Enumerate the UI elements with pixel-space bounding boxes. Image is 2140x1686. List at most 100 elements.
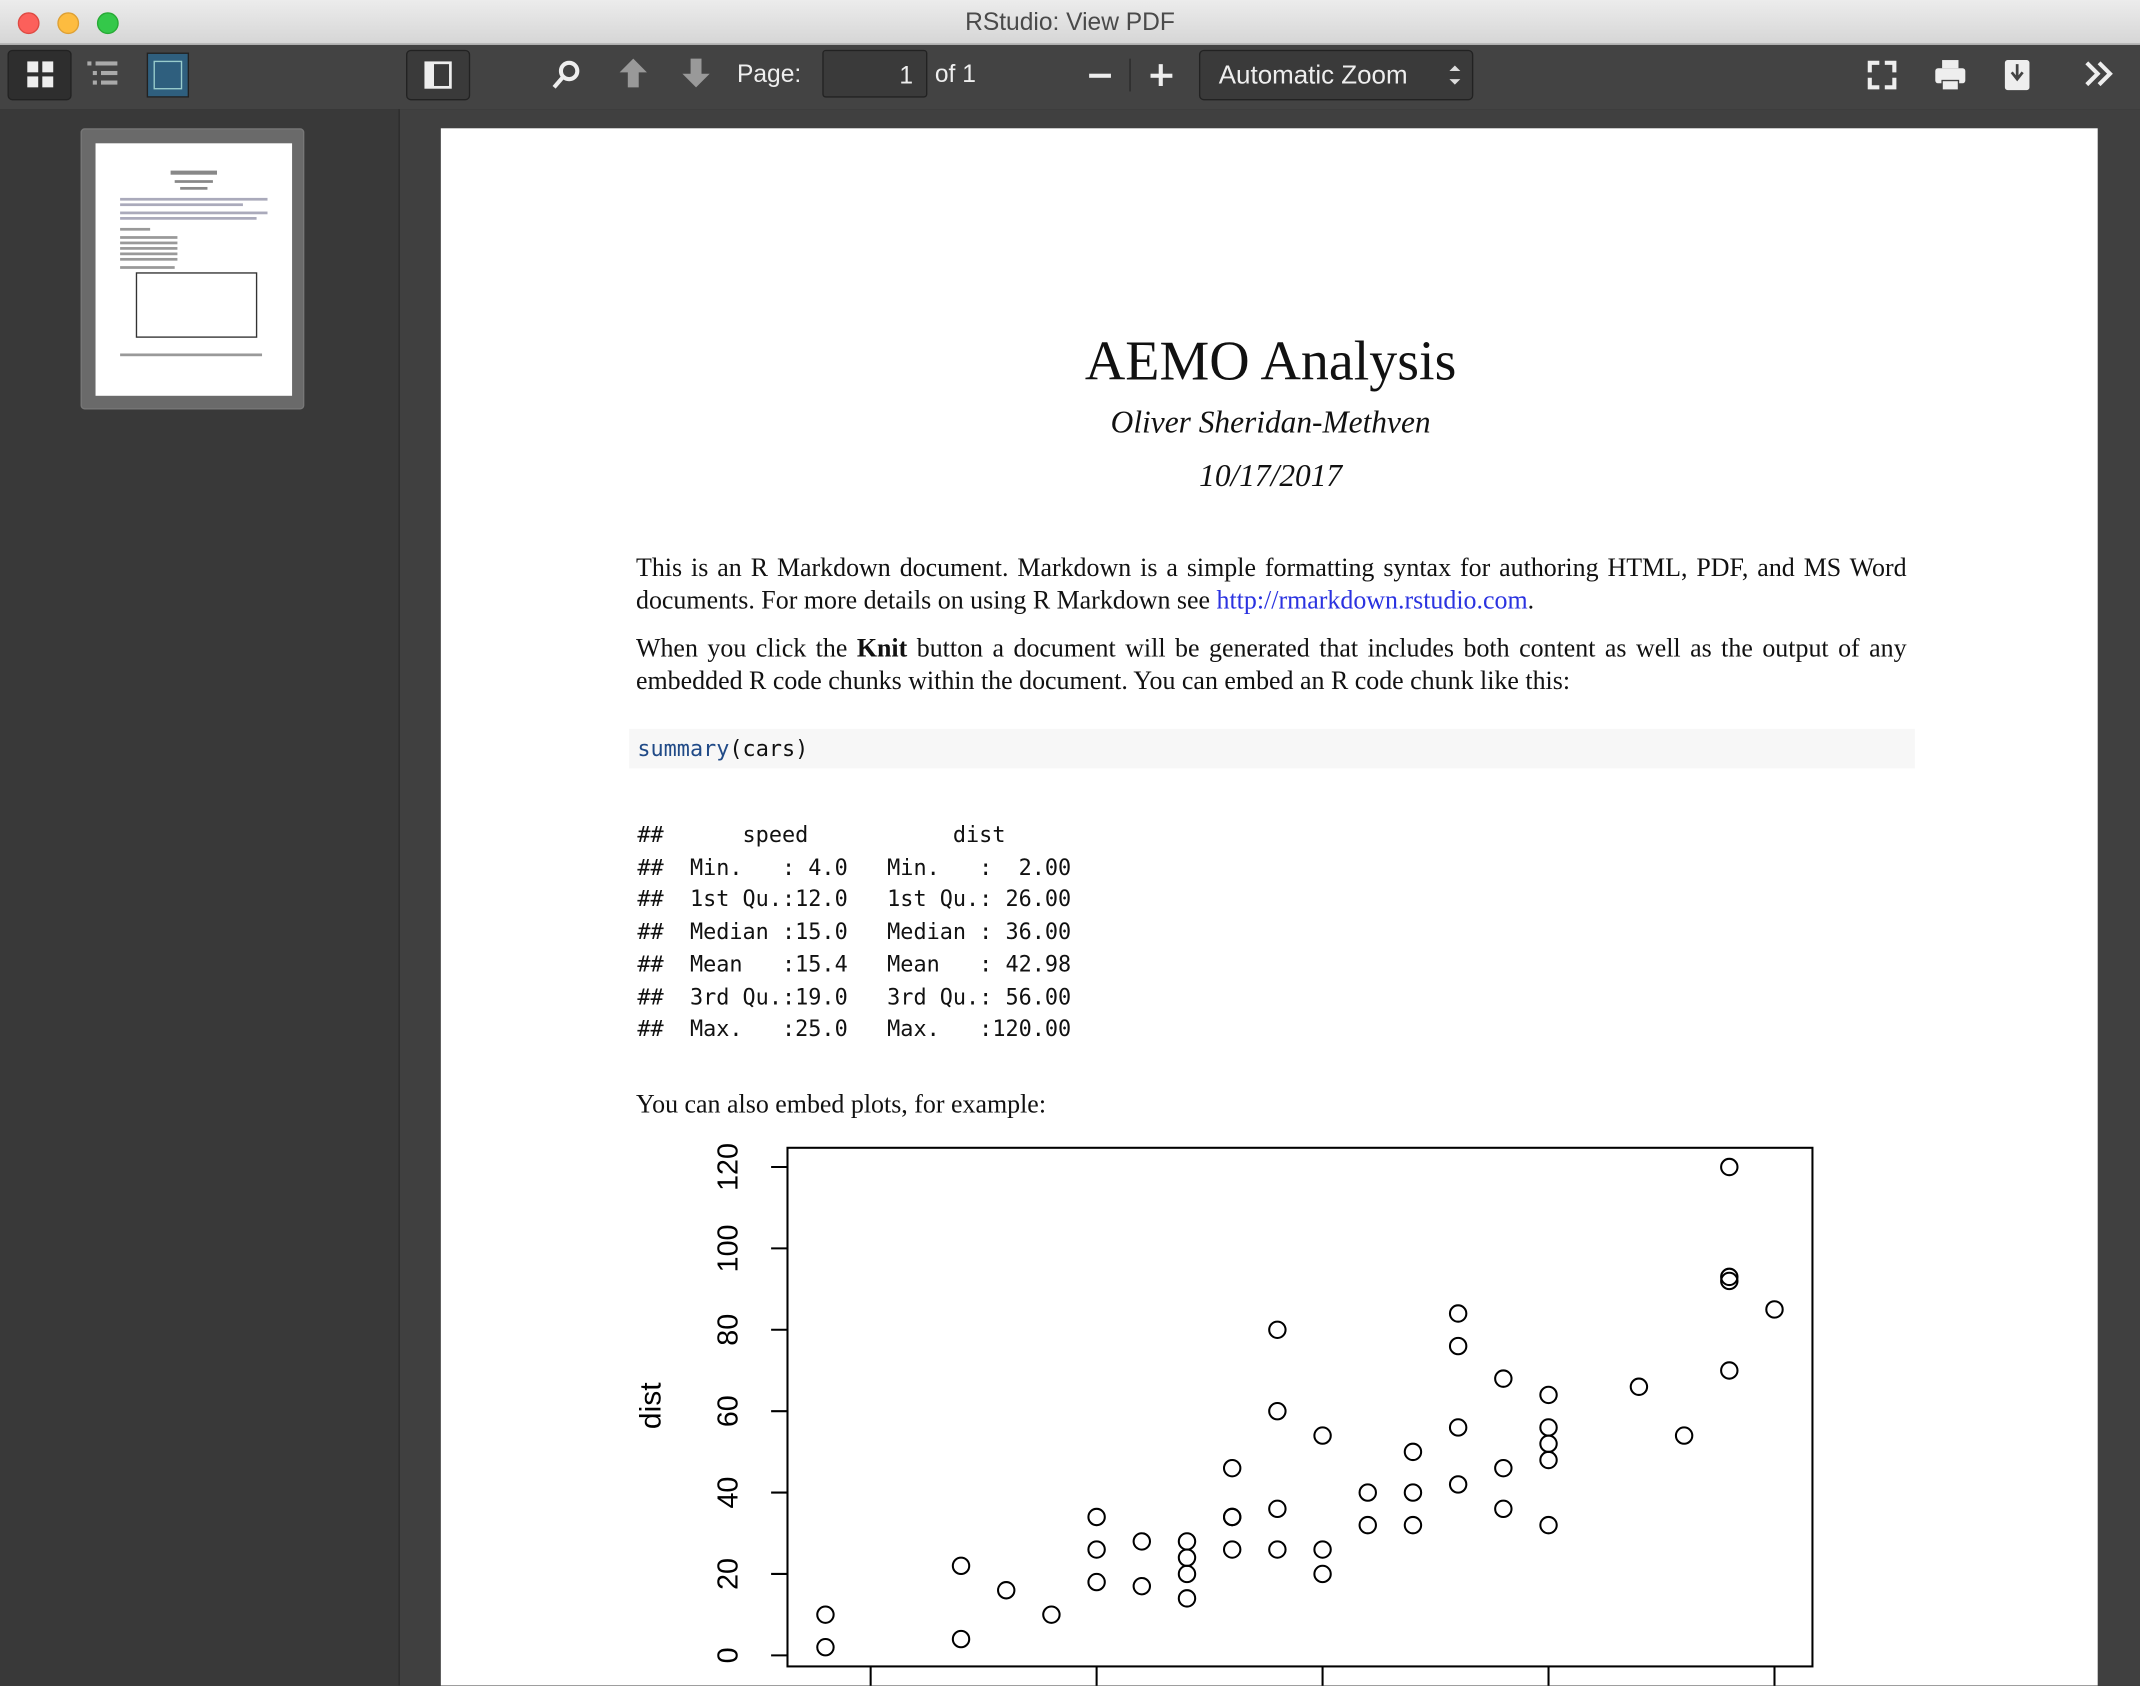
point (1222, 1507, 1242, 1527)
text: . (1527, 586, 1535, 616)
plot-box (786, 1146, 1814, 1668)
close-button[interactable] (17, 12, 40, 35)
find-button[interactable] (552, 60, 580, 89)
point (816, 1605, 835, 1624)
y-tick-label: 20 (713, 1558, 745, 1590)
point (1403, 1442, 1423, 1462)
output-line: ## Min. : 4.0 Min. : 2.00 (637, 853, 1072, 880)
bold-text: Knit (856, 634, 908, 664)
doc-date: 10/17/2017 (1199, 458, 1343, 493)
y-axis-label: dist (634, 1382, 667, 1429)
y-tick-label: 40 (713, 1477, 745, 1509)
point (1494, 1458, 1513, 1478)
output-line: ## 1st Qu.:12.0 1st Qu.: 26.00 (637, 886, 1072, 913)
next-page[interactable] (682, 58, 710, 88)
point (1539, 1450, 1558, 1470)
point (1448, 1336, 1468, 1356)
text: button a document will be generated that… (635, 634, 1907, 697)
point (997, 1581, 1016, 1600)
output-line: ## 3rd Qu.:19.0 3rd Qu.: 56.00 (637, 983, 1072, 1010)
paragraph: When you click the Knit button a documen… (636, 633, 1907, 699)
thumbnail-preview (120, 170, 268, 357)
point (951, 1629, 971, 1649)
point (1132, 1532, 1152, 1551)
point (951, 1556, 971, 1576)
page-label: Page: (736, 60, 802, 88)
point (1358, 1483, 1377, 1502)
output-line: ## Max. :25.0 Max. :120.00 (637, 1015, 1072, 1042)
point (1403, 1483, 1423, 1502)
sidebar-toggle[interactable] (406, 49, 471, 101)
point (1313, 1426, 1332, 1445)
zoom-button[interactable] (96, 12, 119, 35)
point (1494, 1499, 1513, 1519)
point (1313, 1564, 1332, 1584)
output-line: ## Mean :15.4 Mean : 42.98 (637, 950, 1072, 977)
previous-page[interactable] (619, 58, 647, 88)
point (1674, 1426, 1694, 1445)
zoom-in[interactable] (1150, 64, 1173, 86)
text: When you click the (635, 634, 857, 664)
point (1539, 1434, 1558, 1453)
toolbar-icons (7, 49, 2113, 101)
zoom-select[interactable] (1198, 49, 1474, 101)
point (1222, 1540, 1242, 1559)
point (1765, 1300, 1784, 1319)
point (1268, 1401, 1287, 1421)
y-tick-label: 60 (713, 1395, 745, 1427)
y-tick-label: 0 (713, 1647, 745, 1663)
paragraph: This is an R Markdown document. Markdown… (636, 553, 1907, 619)
zoom-label[interactable]: Automatic Zoom (1218, 61, 1408, 91)
point (1539, 1385, 1558, 1405)
point (1448, 1418, 1468, 1437)
point (1087, 1507, 1106, 1527)
point (1720, 1361, 1739, 1380)
point (1268, 1320, 1287, 1339)
code-function: summary (637, 735, 730, 762)
point (1539, 1418, 1558, 1437)
point (1177, 1589, 1197, 1608)
doc-title: AEMO Analysis (1084, 328, 1457, 392)
title-bar: RStudio: View PDF (0, 0, 2140, 46)
y-tick-label: 80 (713, 1314, 745, 1346)
zoom-out[interactable] (1089, 73, 1111, 78)
print-button[interactable] (1935, 60, 1966, 91)
thumbnail (95, 143, 293, 396)
link[interactable]: http://rmarkdown.rstudio.com (1216, 586, 1528, 616)
point (1087, 1540, 1106, 1559)
doc-author: Oliver Sheridan-Methven (1110, 405, 1431, 440)
point (1177, 1548, 1197, 1567)
code-block: summary(cars) (629, 728, 1915, 769)
minimize-button[interactable] (57, 12, 80, 35)
output-line: ## Median :15.0 Median : 36.00 (637, 918, 1072, 945)
point (1177, 1532, 1197, 1551)
point (1358, 1515, 1377, 1535)
page-input[interactable] (822, 49, 928, 98)
point (1132, 1576, 1152, 1596)
point (1720, 1267, 1739, 1287)
y-tick-label: 100 (713, 1224, 745, 1272)
point (1042, 1605, 1061, 1624)
pdf-page (440, 128, 2098, 1686)
point (1087, 1572, 1106, 1592)
thumbnail-view-button[interactable] (7, 49, 72, 101)
point (1720, 1157, 1739, 1177)
page-total: of 1 (934, 60, 976, 88)
point (1629, 1377, 1649, 1396)
outline-view-button[interactable] (87, 61, 118, 85)
text: This is an R Markdown document. Markdown… (635, 554, 1907, 616)
page-number[interactable]: 1 (899, 61, 914, 89)
point (1448, 1304, 1468, 1323)
point (1268, 1540, 1287, 1559)
window-title: RStudio: View PDF (965, 8, 1175, 36)
point (1268, 1499, 1287, 1519)
point (1720, 1271, 1739, 1291)
download-button[interactable] (2004, 60, 2030, 91)
point (1222, 1458, 1242, 1478)
tools-button[interactable] (2085, 61, 2113, 87)
thumbnail-frame[interactable] (80, 128, 305, 410)
presentation-mode[interactable] (1867, 60, 1897, 90)
